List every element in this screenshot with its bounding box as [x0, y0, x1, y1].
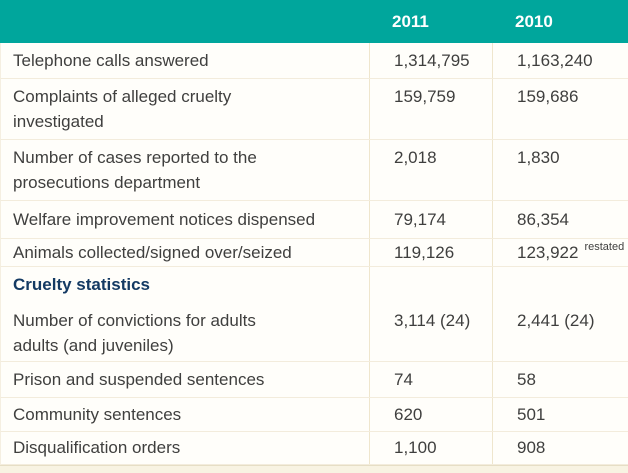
value-2010: 501 — [492, 398, 628, 431]
empty-cell — [492, 267, 628, 304]
footer-band — [0, 466, 628, 473]
value-2010: 2,441 (24) — [492, 304, 628, 361]
table-row: Prison and suspended sentences 74 58 — [0, 362, 628, 398]
value-2010: 58 — [492, 362, 628, 397]
column-header-2010: 2010 — [515, 12, 553, 31]
row-label: Prison and suspended sentences — [13, 370, 265, 389]
value-2011: 620 — [369, 398, 492, 431]
table-row: Number of cases reported to the prosecut… — [0, 140, 628, 201]
row-label: Welfare improvement notices dispensed — [13, 210, 316, 229]
row-label: Number of convictions for adults adults … — [13, 311, 256, 355]
value-2011: 2,018 — [369, 140, 492, 200]
value-2010: 86,354 — [492, 201, 628, 238]
table-row: Number of convictions for adults adults … — [0, 304, 628, 362]
row-label: Community sentences — [13, 405, 182, 424]
value-2010: 1,830 — [492, 140, 628, 200]
section-heading-row: Cruelty statistics — [0, 267, 628, 304]
table-row: Disqualification orders 1,100 908 — [0, 432, 628, 465]
empty-cell — [369, 267, 492, 304]
value-2010-number: 123,922 — [517, 243, 579, 262]
row-label: Disqualification orders — [13, 438, 181, 457]
row-label: Telephone calls answered — [13, 51, 209, 70]
restated-note: restated — [584, 241, 625, 254]
table-row: Community sentences 620 501 — [0, 398, 628, 432]
row-label: Number of cases reported to the prosecut… — [13, 148, 257, 192]
value-2011: 1,314,795 — [369, 43, 492, 78]
table-row: Welfare improvement notices dispensed 79… — [0, 201, 628, 239]
footer-divider — [0, 465, 628, 466]
value-2010: 1,163,240 — [492, 43, 628, 78]
value-2011: 79,174 — [369, 201, 492, 238]
table-row: Animals collected/signed over/seized 119… — [0, 239, 628, 267]
section-heading: Cruelty statistics — [13, 275, 150, 294]
column-header-2011: 2011 — [392, 12, 429, 31]
value-2011: 74 — [369, 362, 492, 397]
value-2011: 3,114 (24) — [369, 304, 492, 361]
table-row: Telephone calls answered 1,314,795 1,163… — [0, 43, 628, 79]
table-row: Complaints of alleged cruelty investigat… — [0, 79, 628, 140]
value-2011: 159,759 — [369, 79, 492, 139]
table-header-row: 2011 2010 — [0, 0, 628, 43]
row-label: Animals collected/signed over/seized — [13, 243, 292, 262]
value-2010: 123,922 restated — [492, 239, 628, 266]
row-label: Complaints of alleged cruelty investigat… — [13, 87, 232, 131]
value-2010: 908 — [492, 432, 628, 464]
value-2011: 1,100 — [369, 432, 492, 464]
value-2011: 119,126 — [369, 239, 492, 266]
value-2010: 159,686 — [492, 79, 628, 139]
